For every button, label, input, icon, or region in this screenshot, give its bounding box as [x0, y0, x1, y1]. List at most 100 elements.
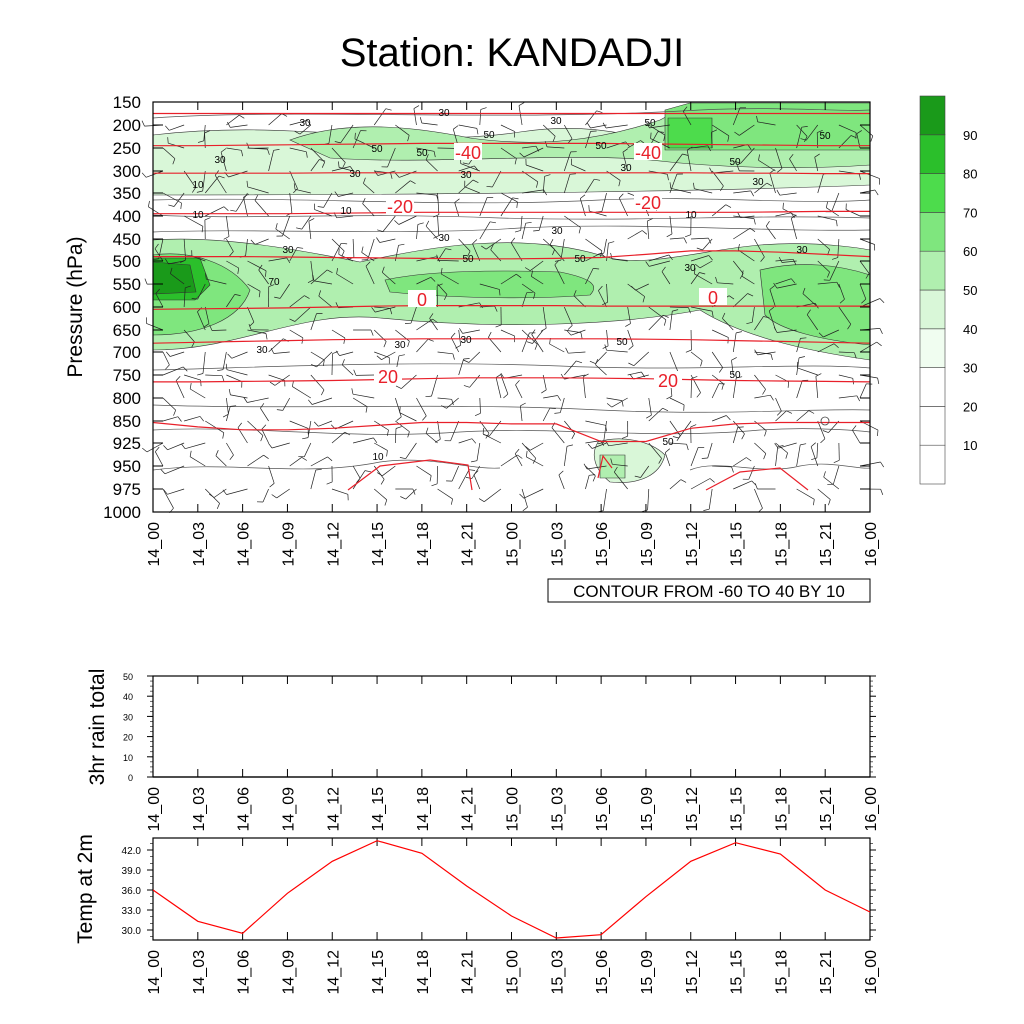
temperature-label-bg: [699, 288, 727, 305]
wind-barb: [586, 465, 607, 470]
wind-barb-flag: [663, 135, 666, 142]
wind-barb: [247, 186, 269, 194]
wind-barb: [732, 332, 737, 353]
wind-barb-flag: [335, 350, 340, 356]
wind-barb: [352, 470, 366, 490]
wind-barb-flag: [694, 263, 701, 269]
wind-barb-flag: [773, 327, 778, 333]
temperature-contour--40: [153, 142, 870, 147]
wind-barb-flag: [701, 457, 708, 459]
humidity-contour-label: 30: [796, 245, 808, 256]
wind-barb: [495, 377, 502, 399]
wind-barb: [740, 215, 755, 218]
wind-barb-flag: [696, 247, 703, 251]
wind-barb-flag: [566, 444, 573, 447]
wind-barb-flag: [315, 468, 322, 471]
wind-barb-flag: [571, 433, 576, 440]
wind-barb: [669, 397, 685, 406]
wind-barb: [669, 215, 673, 234]
pressure-tick-label: 250: [113, 139, 141, 158]
wind-barb: [226, 406, 231, 422]
wind-barb-flag: [413, 105, 420, 109]
wind-barb-flag: [680, 479, 687, 483]
wind-barb: [289, 329, 304, 339]
wind-barb-flag: [499, 289, 501, 296]
wind-barb: [823, 329, 840, 338]
wind-barb-flag: [165, 364, 170, 370]
wind-barb: [585, 268, 594, 285]
wind-barb: [479, 221, 491, 240]
wind-barb-flag: [880, 489, 884, 496]
wind-barb: [183, 215, 204, 227]
humidity-contour: [152, 428, 871, 435]
wind-barb: [261, 429, 269, 444]
wind-barb: [563, 124, 573, 139]
wind-barb: [367, 238, 375, 260]
wind-barb: [711, 204, 727, 217]
wind-barb: [690, 145, 708, 149]
time-tick-label: 15_09: [639, 522, 656, 567]
wind-barb: [838, 124, 857, 133]
wind-barb-flag: [589, 360, 596, 364]
wind-barb: [859, 124, 874, 137]
rain-panel: 0 10 20 30 40 50 14_00 14_03 14_06 14_09 14_12 14_1…: [86, 669, 880, 832]
wind-barb-flag: [854, 352, 857, 359]
colorbar-label: 30: [963, 361, 977, 376]
wind-barb-flag: [203, 323, 210, 328]
pressure-tick-label: 700: [113, 343, 141, 362]
temperature-contour-fragment: [705, 467, 809, 491]
wind-barb: [405, 488, 417, 500]
wind-barb: [832, 465, 840, 485]
wind-barb-flag: [141, 172, 147, 178]
wind-barb: [523, 147, 544, 158]
wind-barb-flag: [631, 285, 636, 291]
wind-barb-flag: [737, 426, 744, 428]
wind-barb-flag: [754, 349, 758, 356]
wind-barb-flag: [684, 234, 691, 238]
wind-barb: [796, 357, 800, 376]
wind-barb-flag: [154, 243, 159, 250]
wind-barb: [318, 420, 333, 427]
wind-barb: [838, 283, 845, 300]
wind-barb-flag: [365, 261, 371, 267]
wind-barb: [754, 238, 765, 258]
wind-barb: [247, 283, 261, 292]
wind-barb: [614, 471, 628, 490]
wind-barb-flag: [322, 360, 325, 367]
wind-barb-flag: [308, 218, 315, 222]
wind-barb-flag: [593, 268, 600, 270]
wind-barb: [823, 476, 840, 490]
wind-barb: [648, 124, 666, 136]
wind-barb: [331, 147, 346, 163]
wind-barb-flag: [440, 267, 443, 275]
wind-barb: [473, 474, 481, 490]
rain-frame: [152, 675, 871, 778]
wind-barb: [670, 187, 692, 194]
wind-barb: [226, 147, 242, 151]
wind-barb: [585, 179, 595, 194]
wind-barb: [421, 122, 438, 126]
wind-barb-flag: [148, 200, 150, 207]
humidity-contour-label: 10: [192, 210, 204, 221]
wind-barb-flag: [810, 442, 816, 447]
wind-barb-flag: [425, 395, 432, 398]
wind-barb-flag: [258, 291, 261, 298]
wind-barb-flag: [512, 197, 519, 200]
wind-barb-flag: [870, 135, 874, 142]
wind-barb-flag: [831, 257, 838, 260]
wind-barb-flag: [737, 244, 740, 250]
wind-barb-flag: [274, 296, 281, 299]
temperature-contour-label: 20: [658, 371, 678, 391]
wind-barb: [775, 442, 788, 454]
wind-barb: [551, 427, 565, 444]
wind-barb: [648, 442, 662, 459]
wind-barb-flag: [773, 282, 778, 289]
wind-barb: [522, 189, 544, 194]
wind-barb: [410, 306, 417, 324]
wind-barb: [352, 393, 375, 399]
wind-barb-flag: [308, 399, 313, 405]
wind-barb: [741, 276, 755, 285]
wind-barb: [276, 488, 290, 499]
wind-barb: [669, 306, 689, 308]
wind-barb: [582, 376, 586, 399]
